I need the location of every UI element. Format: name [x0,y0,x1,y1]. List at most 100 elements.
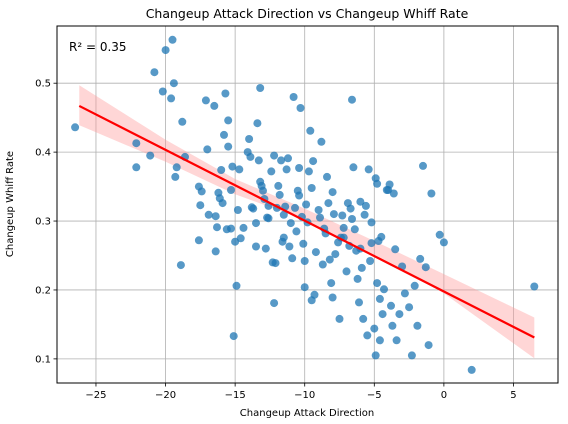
scatter-point [296,104,305,112]
x-tick-label: −15 [225,390,246,401]
scatter-point [289,93,298,101]
scatter-point [317,137,326,146]
scatter-point [271,259,280,268]
scatter-point [314,206,323,214]
scatter-point [349,163,358,172]
scatter-point [304,167,313,176]
scatter-point [261,244,270,253]
scatter-point [229,332,238,341]
scatter-point [427,189,436,198]
scatter-point [373,279,382,288]
scatter-point [295,164,304,172]
scatter-point [375,294,384,303]
scatter-point [307,184,316,192]
scatter-point [284,154,292,163]
scatter-point [363,331,372,340]
scatter-point [224,116,233,125]
scatter-point [331,250,340,259]
scatter-point [373,179,382,188]
scatter-point [227,186,235,194]
scatter-point [359,314,368,323]
y-tick-label: 0.2 [35,285,51,296]
scatter-point [171,172,180,181]
scatter-point [316,213,324,222]
scatter-point [172,163,181,172]
scatter-point [421,263,430,272]
scatter-point [356,197,365,206]
scatter-point [196,201,205,210]
scatter-point [239,223,248,232]
regression-line-group [78,104,535,339]
scatter-point [387,301,395,310]
scatter-point [275,190,284,199]
scatter-point [327,279,336,288]
axes-frame [56,25,559,384]
scatter-point [211,247,220,256]
scatter-point [227,224,235,233]
scatter-point [309,157,318,166]
scatter-point [245,135,254,143]
scatter-point [246,152,255,161]
scatter-point [217,166,226,174]
scatter-point [253,119,262,128]
y-tick-label: 0.3 [35,217,51,228]
scatter-point [361,201,370,210]
scatter-point [395,310,404,319]
x-axis-ticks: −25 −20 −15 −10 −5 0 5 [85,383,517,401]
scatter-point [300,257,309,265]
data-points [71,35,539,374]
scatter-point [371,351,380,360]
scatter-point [167,94,176,103]
scatter-point [439,238,448,247]
scatter-point [323,172,331,181]
scatter-point [221,89,230,98]
scatter-point [377,232,386,241]
scatter-point [220,130,228,139]
scatter-point [224,142,233,151]
scatter-point [357,263,366,272]
scatter-point [169,79,178,88]
x-tick-label: 0 [441,390,447,401]
grid-lines [57,26,558,383]
scatter-point [306,126,315,135]
scatter-point [228,162,237,171]
scatter-point [279,233,288,242]
scatter-point [218,199,227,208]
scatter-point [201,96,210,105]
scatter-point [318,260,327,269]
scatter-point [249,204,258,213]
scatter-point [252,219,260,228]
scatter-point [367,218,376,227]
scatter-point [274,181,283,190]
scatter-point [405,303,414,312]
scatter-point [400,289,409,298]
scatter-point [286,219,295,228]
scatter-point [291,203,299,212]
scatter-point [325,255,334,264]
scatter-point [194,236,203,245]
scatter-point [270,151,279,160]
scatter-point [161,46,170,55]
scatter-point [270,299,279,308]
scatter-point [355,298,363,307]
scatter-point [203,145,212,154]
scatter-point [378,310,387,319]
scatter-point [530,282,539,291]
scatter-point [299,239,308,248]
scatter-point [380,285,388,294]
scatter-point [71,123,80,132]
scatter-point [419,161,427,170]
scatter-point [364,165,373,174]
scatter-point [348,95,356,104]
scatter-point [252,242,260,251]
regression-line [78,104,535,339]
scatter-point [295,191,304,200]
x-tick-label: −25 [85,390,106,401]
scatter-point [360,210,369,219]
x-tick-label: −20 [155,390,176,401]
scatter-point [375,336,384,345]
scatter-point [132,139,141,148]
scatter-point [335,314,344,323]
scatter-point [407,351,416,360]
scatter-point [254,156,263,165]
